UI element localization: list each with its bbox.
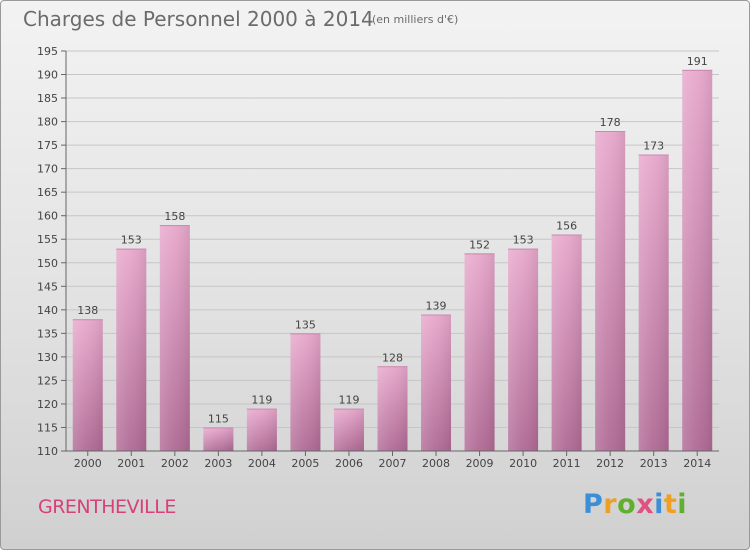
x-tick-label-2013: 2013	[640, 457, 668, 470]
x-tick-label-2002: 2002	[161, 457, 189, 470]
bar-shade-2011	[551, 234, 582, 451]
value-label-2001: 153	[121, 234, 142, 247]
bar-shade-2000	[72, 319, 103, 451]
x-tick-label-2014: 2014	[683, 457, 711, 470]
x-tick-label-2004: 2004	[248, 457, 276, 470]
y-tick-label: 190	[37, 69, 58, 82]
logo-letter: x	[636, 489, 655, 520]
value-label-2013: 173	[643, 140, 664, 153]
value-label-2011: 156	[556, 220, 577, 233]
bar-shade-2006	[333, 408, 364, 451]
value-label-2006: 119	[338, 394, 359, 407]
y-tick-label: 130	[37, 351, 58, 364]
bar-shade-2001	[116, 248, 147, 451]
y-tick-label: 155	[37, 233, 58, 246]
value-label-2009: 152	[469, 238, 490, 251]
x-tick-label-2011: 2011	[553, 457, 581, 470]
value-label-2007: 128	[382, 351, 403, 364]
x-tick-label-2010: 2010	[509, 457, 537, 470]
x-tick-label-2012: 2012	[596, 457, 624, 470]
y-tick-label: 150	[37, 257, 58, 270]
town-name: GRENTHEVILLE	[38, 496, 176, 518]
bar-shade-2003	[203, 427, 234, 451]
bar-shade-2012	[595, 131, 626, 451]
logo-letter: i	[677, 489, 688, 520]
bar-shade-2014	[682, 69, 713, 451]
x-tick-label-2005: 2005	[291, 457, 319, 470]
logo-letter: P	[583, 489, 604, 520]
x-tick-label-2008: 2008	[422, 457, 450, 470]
value-label-2005: 135	[295, 318, 316, 331]
y-tick-label: 115	[37, 421, 58, 434]
value-label-2010: 153	[513, 234, 534, 247]
logo-letter: o	[617, 489, 637, 520]
y-tick-label: 165	[37, 186, 58, 199]
logo-letter: r	[603, 489, 618, 520]
x-tick-label-2003: 2003	[204, 457, 232, 470]
bar-shade-2013	[638, 154, 669, 451]
value-label-2008: 139	[426, 300, 447, 313]
x-tick-label-2000: 2000	[74, 457, 102, 470]
y-tick-label: 110	[37, 445, 58, 458]
x-tick-label-2009: 2009	[466, 457, 494, 470]
y-tick-label: 140	[37, 304, 58, 317]
x-tick-label-2001: 2001	[117, 457, 145, 470]
bar-shade-2002	[159, 225, 190, 451]
chart-title: Charges de Personnel 2000 à 2014	[23, 7, 374, 31]
y-tick-label: 185	[37, 92, 58, 105]
y-tick-label: 135	[37, 327, 58, 340]
value-label-2003: 115	[208, 412, 229, 425]
logo-letter: i	[654, 489, 664, 520]
y-tick-label: 120	[37, 398, 58, 411]
x-tick-label-2006: 2006	[335, 457, 363, 470]
y-tick-label: 160	[37, 210, 58, 223]
y-tick-label: 180	[37, 116, 58, 129]
value-label-2012: 178	[600, 116, 621, 129]
bar-shade-2005	[290, 333, 321, 451]
value-label-2004: 119	[251, 394, 272, 407]
y-tick-label: 170	[37, 163, 58, 176]
value-label-2002: 158	[164, 210, 185, 223]
bar-shade-2007	[377, 366, 408, 451]
bar-shade-2009	[464, 253, 495, 451]
y-tick-label: 175	[37, 139, 58, 152]
x-tick-label-2007: 2007	[379, 457, 407, 470]
bar-shade-2004	[246, 408, 277, 451]
bar-shade-2010	[508, 248, 539, 451]
chart-subtitle: (en milliers d'€)	[372, 13, 459, 26]
value-label-2014: 191	[687, 55, 708, 68]
y-tick-label: 195	[37, 45, 58, 58]
proxiti-logo: Proxiti	[583, 489, 687, 520]
y-tick-label: 145	[37, 280, 58, 293]
value-label-2000: 138	[77, 304, 98, 317]
logo-letter: t	[663, 489, 678, 520]
y-tick-label: 125	[37, 374, 58, 387]
bar-shade-2008	[421, 314, 452, 451]
